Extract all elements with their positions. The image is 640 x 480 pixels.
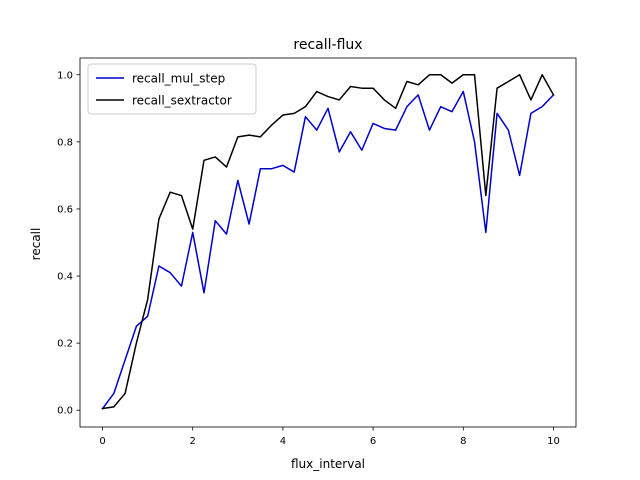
x-tick-label: 6 [370, 436, 376, 447]
x-tick-label: 10 [547, 436, 560, 447]
chart-title: recall-flux [293, 37, 362, 53]
series-line-recall_sextractor [101, 74, 555, 410]
legend: recall_mul_step recall_sextractor [87, 63, 257, 115]
x-axis-label: flux_interval [291, 457, 365, 471]
y-tick-label: 0.6 [57, 204, 73, 215]
y-tick-label: 0.0 [57, 406, 73, 417]
x-tick-label: 4 [280, 436, 286, 447]
y-tick-label: 1.0 [57, 70, 73, 81]
y-tick-label: 0.4 [57, 272, 73, 283]
legend-label-recall_mul_step: recall_mul_step [132, 72, 225, 86]
y-axis-label: recall [29, 228, 43, 261]
plot-area: 0 2 4 6 8 10 0.0 0.2 0.4 0.6 0.8 1.0 [57, 57, 577, 447]
y-tick-label: 0.8 [57, 137, 73, 148]
x-tick-label: 8 [460, 436, 466, 447]
x-tick-label: 0 [99, 436, 105, 447]
axes-frame [79, 57, 577, 428]
legend-label-recall_sextractor: recall_sextractor [132, 94, 232, 108]
series-line-recall_mul_step [101, 90, 555, 410]
legend-box [87, 63, 257, 115]
y-tick-label: 0.2 [57, 339, 73, 350]
x-tick-label: 2 [190, 436, 196, 447]
